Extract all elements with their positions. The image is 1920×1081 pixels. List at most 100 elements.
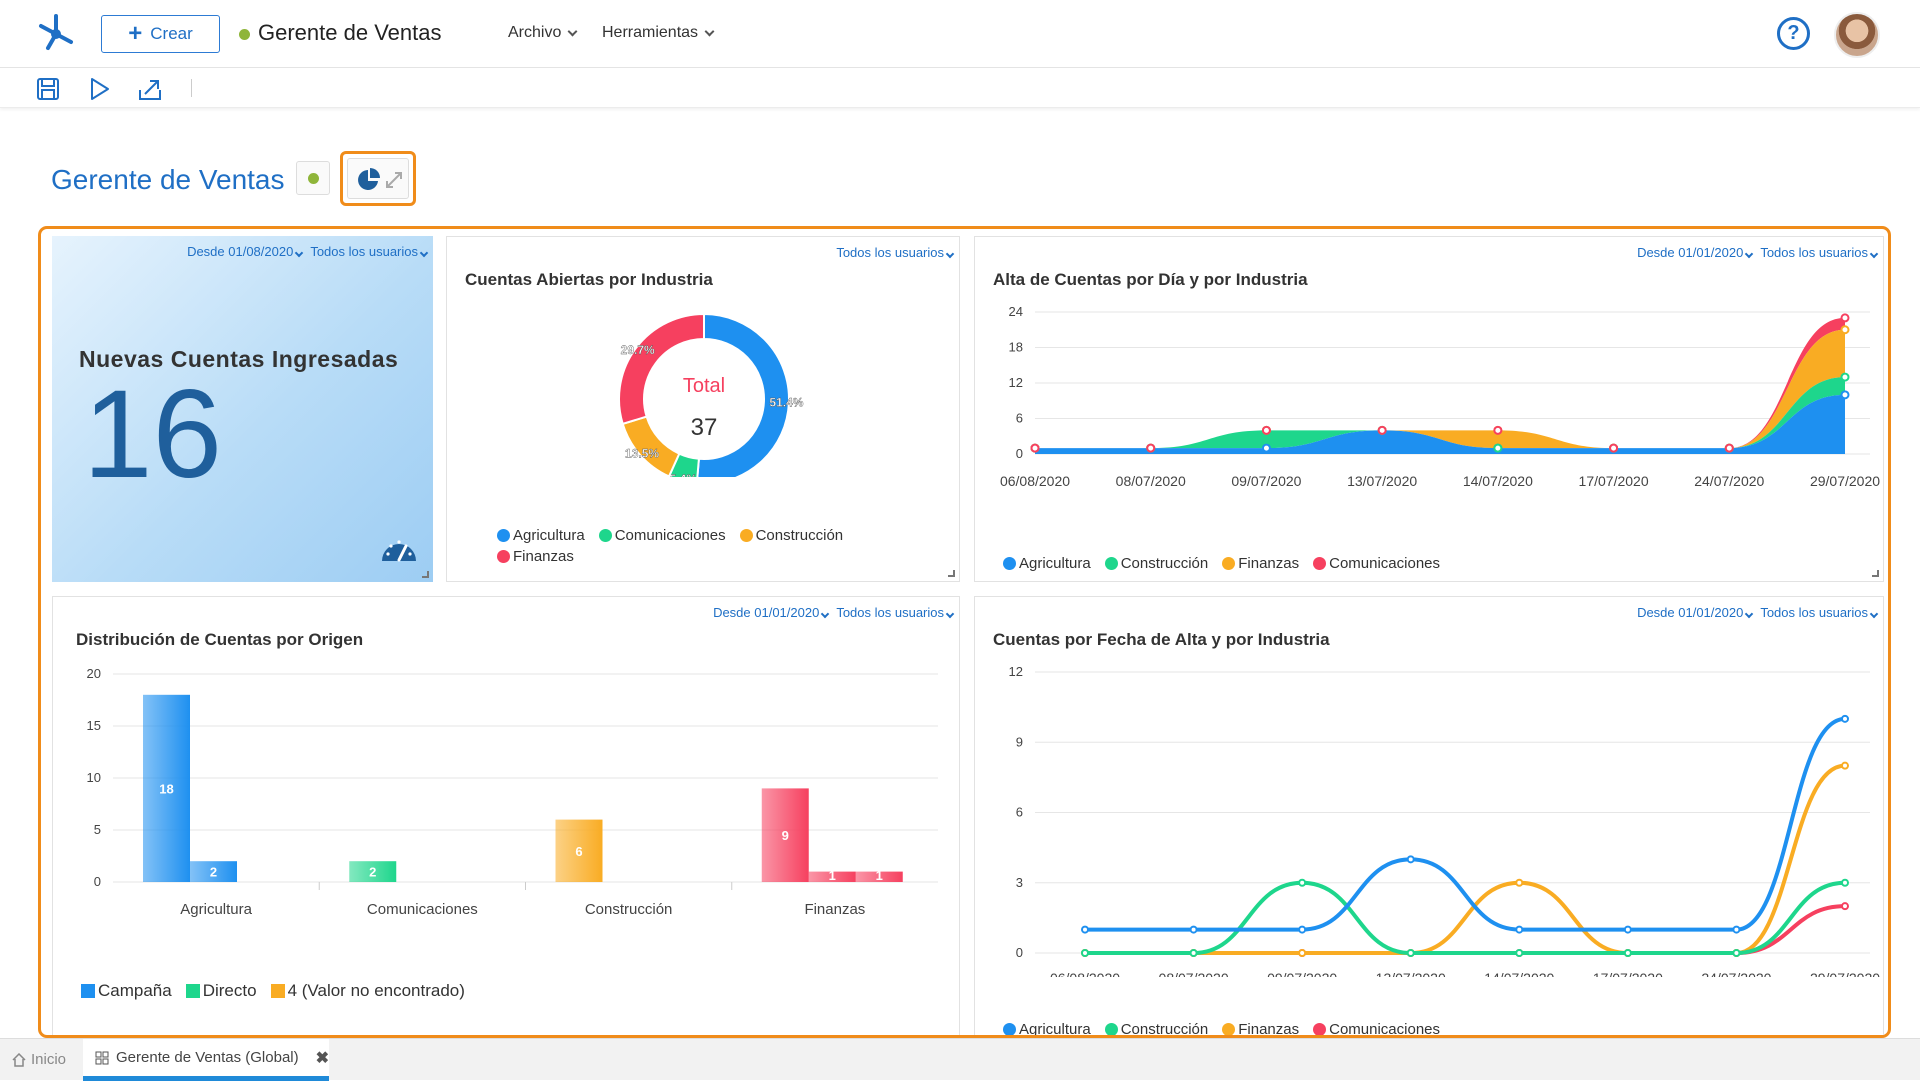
line-point	[1081, 949, 1089, 957]
area-point	[1261, 425, 1271, 435]
close-icon[interactable]: ✖	[315, 1049, 329, 1067]
create-button-label: Crear	[150, 24, 193, 43]
area-point	[1609, 443, 1619, 453]
legend-item[interactable]: Comunicaciones	[598, 527, 726, 544]
legend-item[interactable]: Construcción	[739, 527, 843, 544]
bar-chart: 0 5 10 15 20 Agricultura 18 2 Comunicaciones 2 Con…	[87, 666, 938, 918]
resize-handle-icon[interactable]	[948, 570, 955, 577]
chevron-down-icon	[567, 26, 578, 36]
y-tick-label: 10	[87, 770, 101, 785]
legend-item[interactable]: Finanzas	[497, 548, 574, 565]
user-avatar[interactable]	[1834, 12, 1880, 58]
line-date-filter[interactable]: Desde 01/01/2020	[1637, 605, 1754, 620]
legend-item[interactable]: 4 (Valor no encontrado)	[270, 981, 465, 1001]
area-date-filter[interactable]: Desde 01/01/2020	[1637, 245, 1754, 260]
bar-users-filter[interactable]: Todos los usuarios	[836, 605, 955, 620]
area-point	[1493, 425, 1503, 435]
donut-data-label: 5.4%	[670, 472, 698, 477]
chevron-down-icon	[821, 609, 830, 619]
resize-handle-icon[interactable]	[422, 571, 429, 578]
expand-icon[interactable]	[384, 170, 404, 190]
chevron-down-icon	[704, 26, 715, 36]
area-point	[1146, 443, 1156, 453]
legend-color-square	[270, 984, 285, 998]
kpi-date-filter[interactable]: Desde 01/08/2020	[187, 244, 304, 259]
legend-label: 4 (Valor no encontrado)	[287, 981, 465, 1000]
legend-item[interactable]: Agricultura	[1003, 1021, 1091, 1038]
legend-label: Agricultura	[1019, 1021, 1091, 1038]
legend-item[interactable]: Construcción	[1104, 555, 1208, 572]
bar-date-filter-label: Desde 01/01/2020	[713, 605, 820, 620]
legend-item[interactable]: Finanzas	[1222, 1021, 1299, 1035]
donut-chart: 51.4% 5.4% 13.5% 29.7% Total 37	[618, 312, 804, 477]
area-series-agricultura	[1035, 394, 1845, 454]
legend-item[interactable]: Directo	[185, 981, 257, 1001]
legend-color-square	[185, 984, 200, 998]
legend-item[interactable]: Agricultura	[1003, 555, 1091, 572]
line-point	[1298, 925, 1307, 934]
legend-item[interactable]: Finanzas	[1222, 555, 1299, 572]
resize-handle-icon[interactable]	[1872, 570, 1879, 577]
donut-center-value: 37	[691, 414, 718, 441]
legend-color-dot	[1222, 557, 1236, 570]
y-tick-label: 0	[94, 874, 101, 889]
menu-herramientas[interactable]: Herramientas	[602, 24, 715, 42]
line-point	[1406, 855, 1415, 864]
legend-color-dot	[497, 550, 510, 563]
status-indicator[interactable]	[296, 161, 330, 195]
line-point	[1623, 949, 1632, 957]
x-tick-label: 09/07/2020	[1231, 473, 1301, 489]
legend-color-dot	[1104, 1023, 1118, 1035]
bar-date-filter[interactable]: Desde 01/01/2020	[713, 605, 830, 620]
legend-item[interactable]: Campaña	[81, 981, 172, 1001]
line-point	[1841, 878, 1849, 887]
pie-chart-icon[interactable]	[356, 167, 382, 193]
area-chart: 0 6 12 18 24 06/08/2020 08/07/2020 09/07/2020 13…	[1000, 304, 1880, 489]
x-tick-label: Comunicaciones	[367, 901, 478, 918]
y-tick-label: 24	[1009, 304, 1023, 319]
chart-view-toggle[interactable]	[340, 151, 416, 206]
bar	[808, 871, 856, 882]
line-point	[1732, 925, 1741, 934]
tab-inicio[interactable]: Inicio	[12, 1051, 66, 1068]
play-icon[interactable]	[86, 76, 112, 102]
line-point	[1841, 902, 1849, 911]
line-date-filter-label: Desde 01/01/2020	[1637, 605, 1744, 620]
chevron-down-icon	[1745, 609, 1754, 619]
legend-label: Finanzas	[513, 548, 574, 565]
legend-color-dot	[1003, 557, 1016, 570]
x-tick-label: 13/07/2020	[1376, 970, 1446, 977]
legend-item[interactable]: Construcción	[1104, 1021, 1209, 1038]
legend-label: Directo	[202, 981, 257, 1000]
legend-item[interactable]: Agricultura	[497, 527, 585, 544]
save-icon[interactable]	[35, 76, 61, 102]
line-point	[1623, 925, 1632, 934]
bar	[555, 819, 603, 882]
legend-color-dot	[1003, 1023, 1016, 1035]
bar	[349, 861, 397, 882]
line-users-filter[interactable]: Todos los usuarios	[1760, 605, 1879, 620]
donut-users-filter[interactable]: Todos los usuarios	[836, 245, 955, 260]
area-point	[1840, 325, 1850, 335]
help-icon[interactable]: ?	[1777, 17, 1810, 50]
area-users-filter[interactable]: Todos los usuarios	[1760, 245, 1879, 260]
kpi-users-filter[interactable]: Todos los usuarios	[310, 244, 429, 259]
legend-item[interactable]: Comunicaciones	[1313, 555, 1440, 572]
donut-panel: Todos los usuarios Cuentas Abiertas por …	[446, 236, 960, 582]
create-button[interactable]: + Crear	[101, 15, 220, 53]
bar	[190, 861, 237, 882]
bar	[761, 788, 809, 882]
gauge-icon	[382, 540, 416, 562]
legend-color-dot	[1222, 1023, 1236, 1035]
line-point	[1841, 714, 1849, 723]
plus-icon: +	[128, 20, 143, 47]
export-icon[interactable]	[137, 76, 163, 102]
menu-archivo[interactable]: Archivo	[508, 24, 578, 42]
tab-gerente-ventas[interactable]: Gerente de Ventas (Global) ✖	[83, 1039, 329, 1081]
legend-item[interactable]: Comunicaciones	[1313, 1021, 1440, 1035]
line-point	[1081, 925, 1089, 934]
legend-label: Construcción	[1120, 1021, 1209, 1038]
legend-color-dot	[1104, 557, 1118, 570]
x-tick-label: 14/07/2020	[1484, 970, 1554, 977]
app-logo-icon[interactable]	[36, 12, 76, 52]
